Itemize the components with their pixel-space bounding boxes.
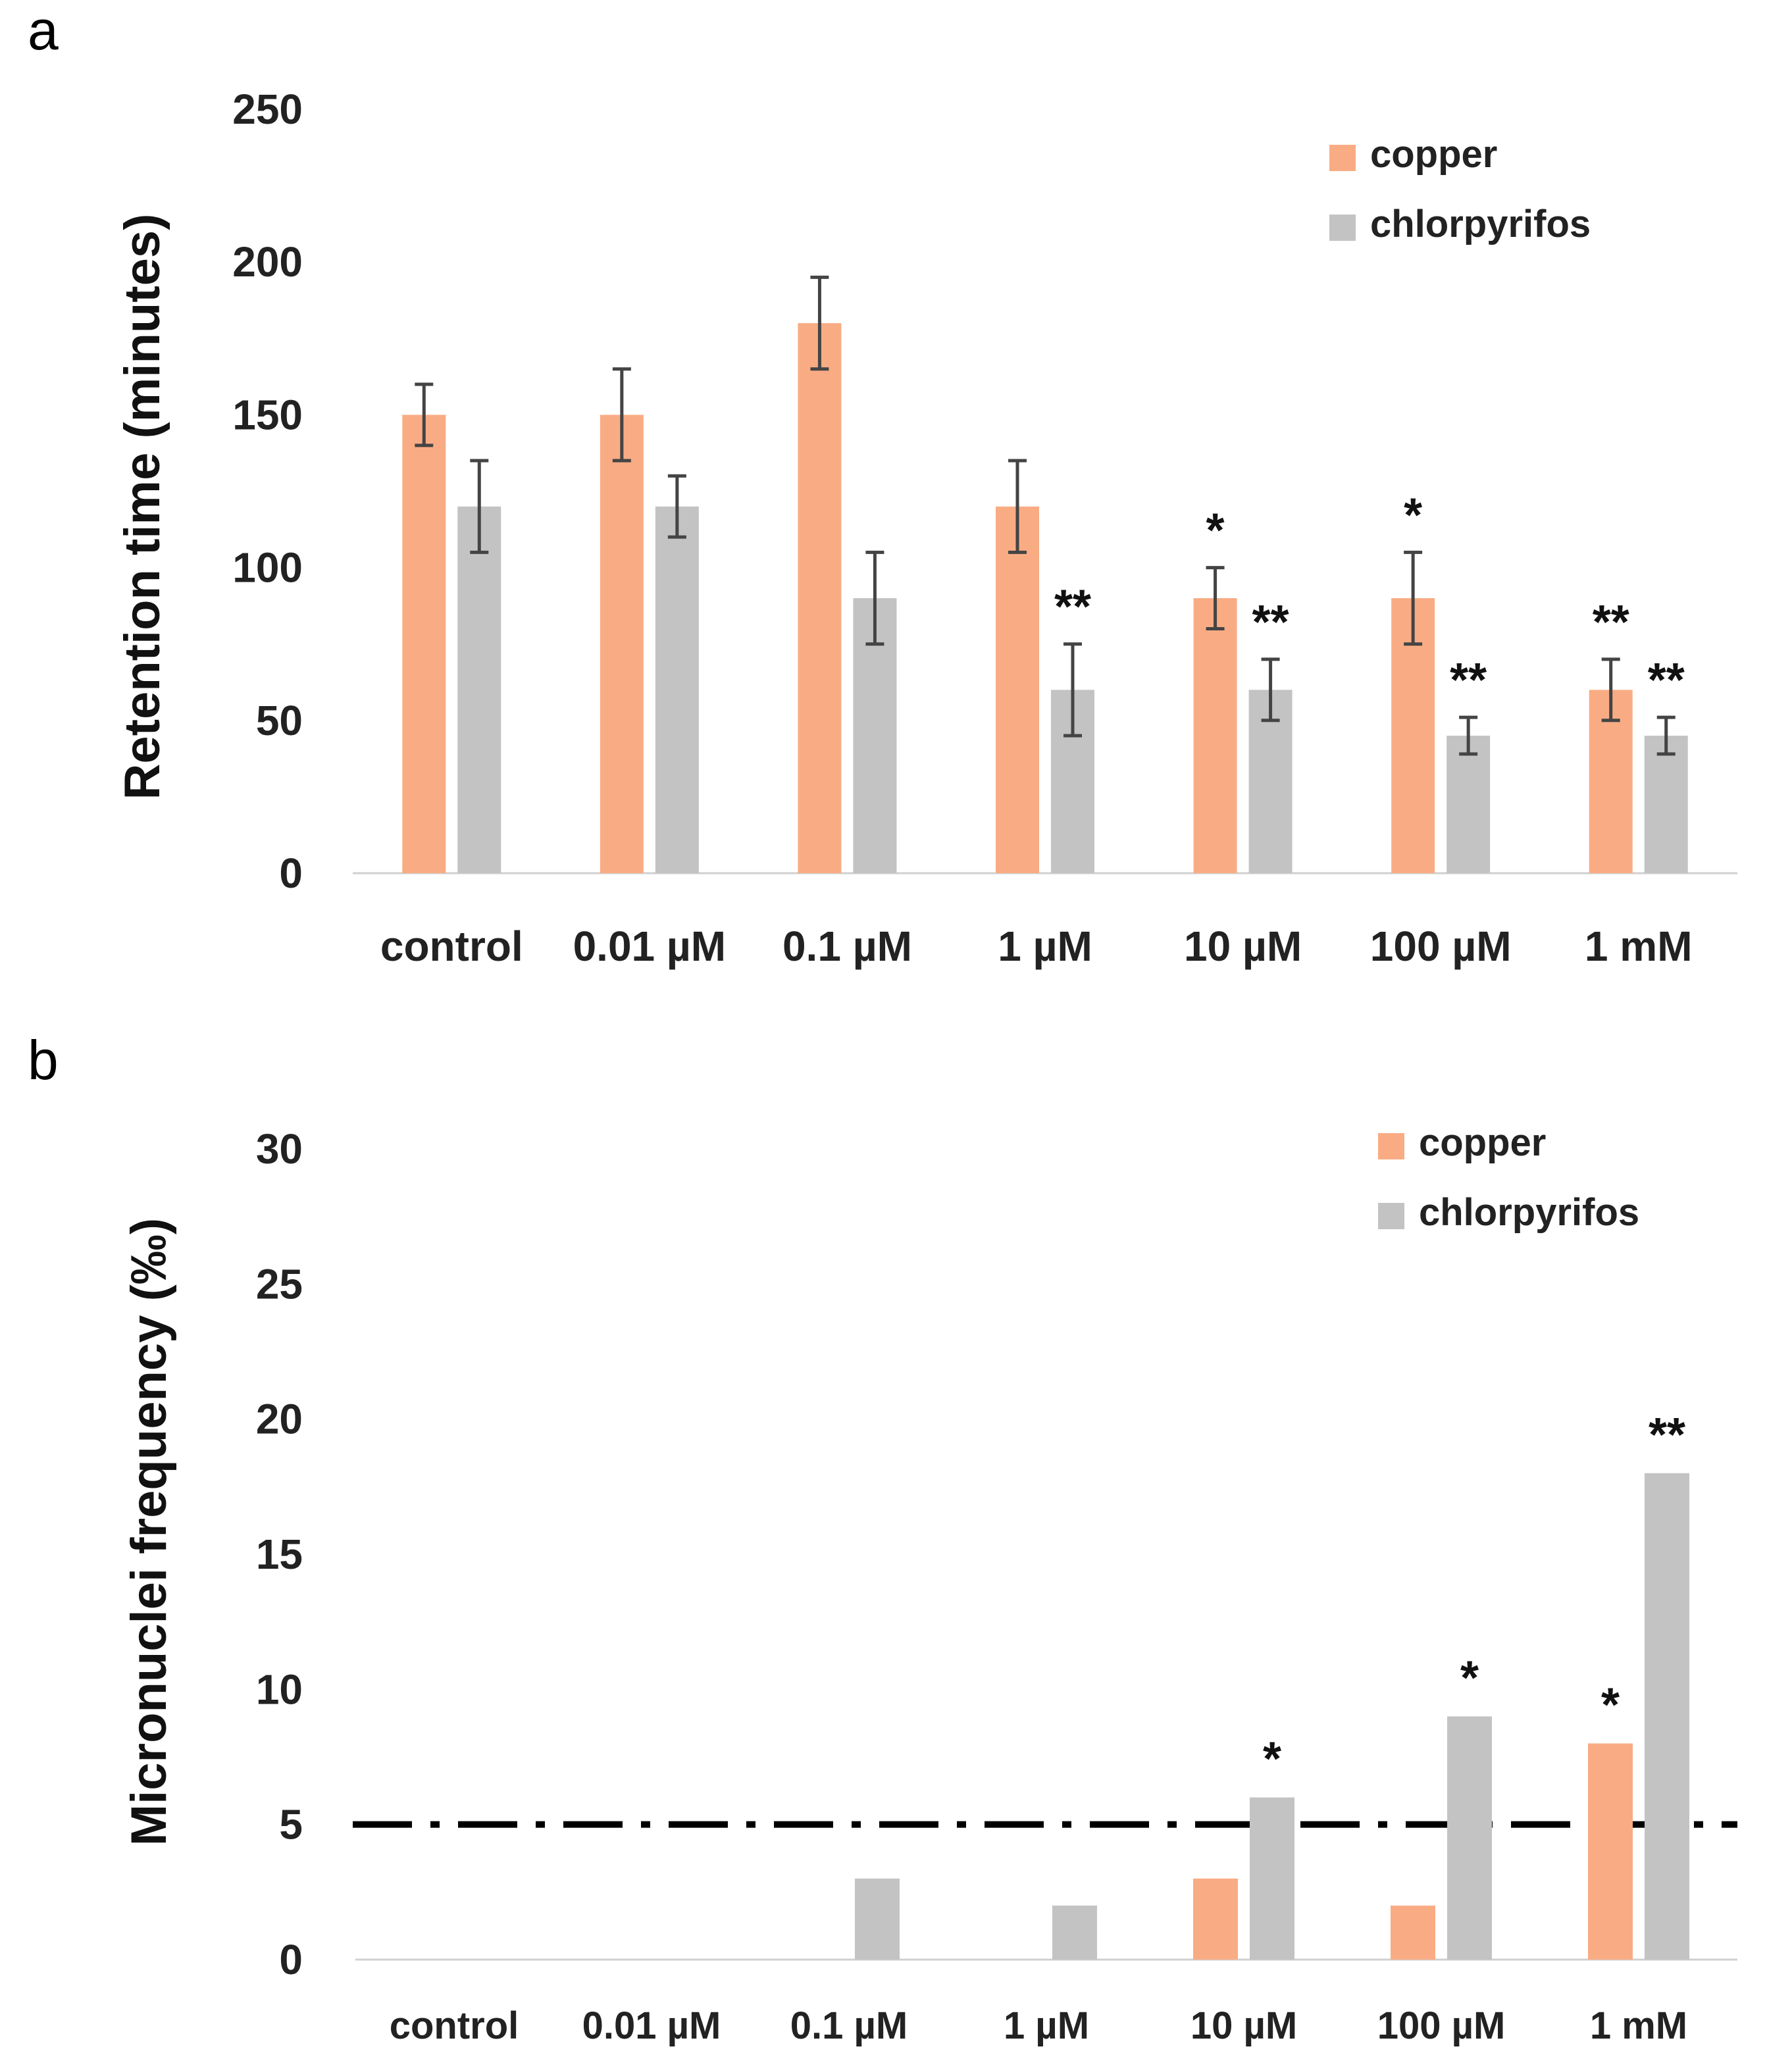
chlorpyrifos-bar <box>1645 1473 1689 1960</box>
copper-legend-swatch <box>1329 145 1356 171</box>
chlorpyrifos-bar <box>655 506 699 873</box>
chlorpyrifos-bar <box>1447 1716 1492 1960</box>
chlorpyrifos-bar <box>1446 736 1491 873</box>
significance-mark: ** <box>1593 596 1629 649</box>
y-tick-label: 25 <box>256 1260 303 1308</box>
x-tick-label: 1 mM <box>1585 923 1693 970</box>
y-axis-title: Retention time (minutes) <box>115 214 170 800</box>
y-tick-label: 0 <box>279 850 303 897</box>
y-axis-title: Micronuclei frequency (‰) <box>121 1218 177 1846</box>
y-tick-label: 10 <box>256 1665 303 1713</box>
y-tick-label: 5 <box>279 1801 303 1848</box>
significance-mark: ** <box>1252 596 1289 649</box>
significance-mark: * <box>1601 1679 1620 1731</box>
y-tick-label: 250 <box>232 86 303 133</box>
chlorpyrifos-bar <box>457 506 501 873</box>
copper-bar <box>1193 1878 1238 1960</box>
chlorpyrifos-bar <box>1644 736 1688 873</box>
x-tick-label: 1 mM <box>1590 2004 1687 2047</box>
x-tick-label: 1 µM <box>998 923 1092 970</box>
x-tick-label: 1 µM <box>1004 2004 1089 2047</box>
y-tick-label: 0 <box>279 1936 303 1983</box>
chlorpyrifos-legend-swatch <box>1329 215 1356 241</box>
chart-b: 0 5 10 15 20 25 30 Micronuclei frequency (‰) con… <box>121 1121 1737 2047</box>
x-tick-label: 0.1 µM <box>782 923 912 970</box>
x-tick-label: 100 µM <box>1377 2004 1506 2047</box>
y-tick-label: 15 <box>256 1531 303 1578</box>
x-tick-label: 100 µM <box>1370 923 1512 970</box>
y-tick-label: 100 <box>232 544 303 592</box>
y-tick-label: 20 <box>256 1396 303 1443</box>
x-tick-label: 0.01 µM <box>573 923 727 970</box>
significance-mark: * <box>1263 1733 1281 1786</box>
x-tick-label: 10 µM <box>1190 2004 1297 2047</box>
significance-mark: ** <box>1450 654 1487 707</box>
copper-bar <box>996 506 1039 873</box>
x-tick-label: 10 µM <box>1184 923 1302 970</box>
y-tick-label: 50 <box>256 697 303 744</box>
panel-a-letter: a <box>28 0 59 61</box>
copper-bar <box>1588 1743 1633 1960</box>
chlorpyrifos-legend-label: chlorpyrifos <box>1419 1191 1639 1234</box>
x-tick-label: control <box>380 923 523 970</box>
x-tick-label: 0.01 µM <box>582 2004 721 2047</box>
y-tick-label: 150 <box>232 391 303 438</box>
copper-bar <box>798 323 842 874</box>
chlorpyrifos-legend-label: chlorpyrifos <box>1370 203 1591 245</box>
copper-legend-swatch <box>1378 1133 1404 1159</box>
significance-mark: ** <box>1054 581 1091 634</box>
significance-mark: * <box>1460 1652 1479 1704</box>
chlorpyrifos-bar <box>855 1878 900 1960</box>
copper-bar <box>1193 598 1237 873</box>
copper-legend-label: copper <box>1419 1121 1546 1164</box>
chlorpyrifos-legend-swatch <box>1378 1203 1404 1229</box>
copper-bar <box>1391 1905 1435 1960</box>
copper-bar <box>402 415 446 873</box>
y-tick-label: 200 <box>232 238 303 286</box>
significance-mark: * <box>1206 505 1225 557</box>
chlorpyrifos-bar <box>1052 1905 1097 1960</box>
x-tick-label: 0.1 µM <box>790 2004 908 2047</box>
copper-bar <box>600 415 644 873</box>
x-tick-label: control <box>390 2004 519 2047</box>
chlorpyrifos-bar <box>1250 1797 1294 1960</box>
y-tick-label: 30 <box>256 1125 303 1173</box>
significance-mark: ** <box>1648 654 1685 707</box>
copper-legend-label: copper <box>1370 133 1497 176</box>
significance-mark: * <box>1404 489 1422 542</box>
chart-a: 0 50 100 150 200 250 Retention time (minutes) c… <box>115 86 1737 970</box>
panel-b-letter: b <box>28 1029 59 1091</box>
significance-mark: ** <box>1649 1409 1685 1461</box>
